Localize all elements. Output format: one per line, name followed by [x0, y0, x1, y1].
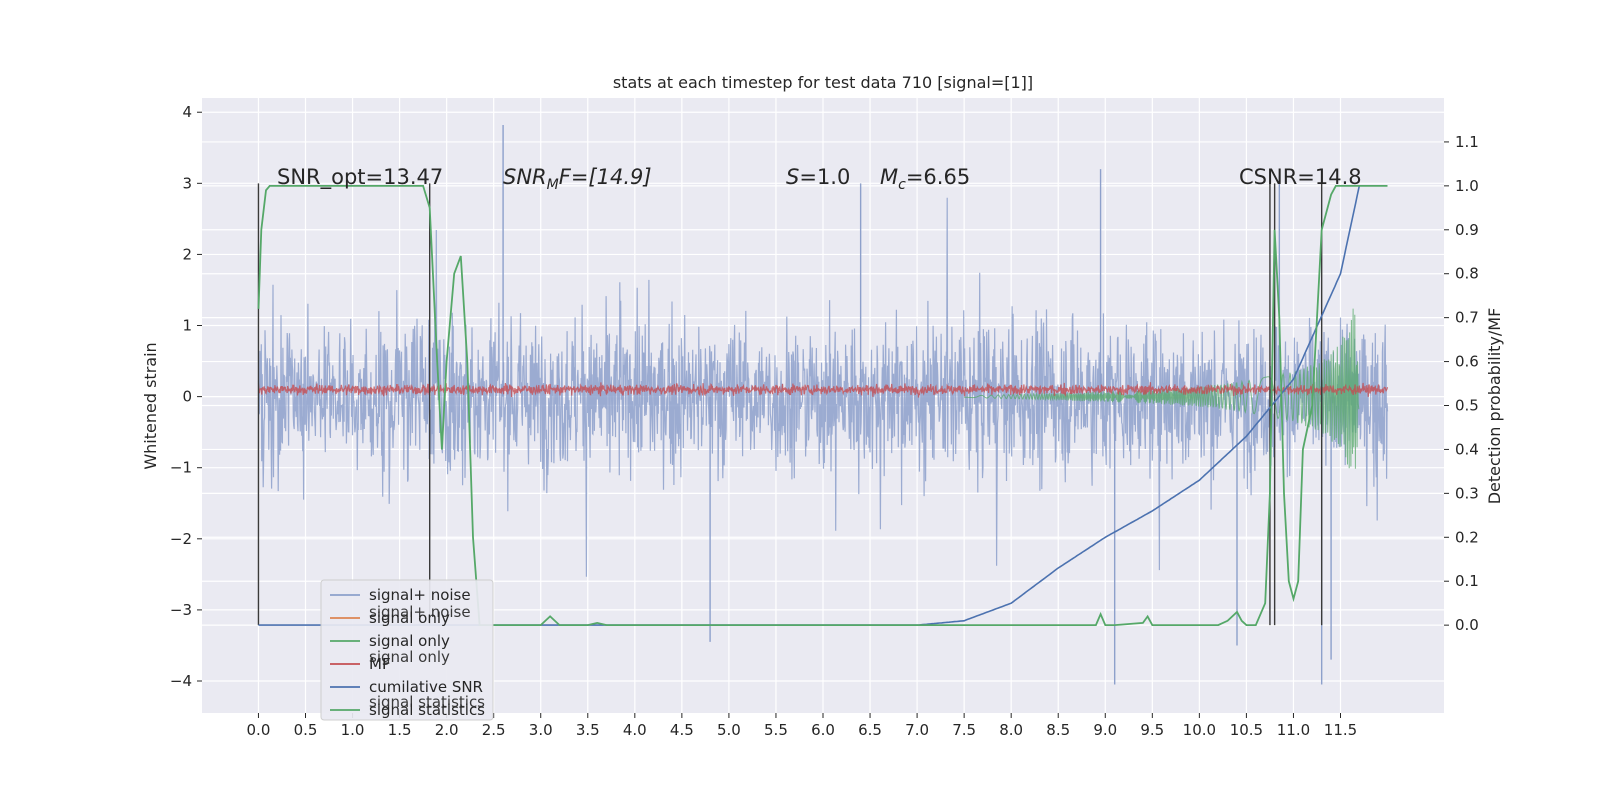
y-tick-label: −3	[170, 601, 192, 619]
annotation-mc-rest: =6.65	[906, 165, 970, 189]
x-tick-label: 9.5	[1140, 721, 1164, 739]
y-right-tick-label: 0.2	[1455, 528, 1479, 546]
y-right-tick-label: 0.6	[1455, 353, 1479, 371]
legend-label: cumilative SNR	[369, 678, 483, 696]
series-signal-statistics-line	[257, 185, 1388, 626]
x-tick-label: 6.5	[858, 721, 882, 739]
y-axis-label: Whitened strain	[141, 342, 160, 469]
x-tick-label: 6.0	[811, 721, 835, 739]
x-tick-label: 7.5	[952, 721, 976, 739]
x-tick-label: 11.5	[1324, 721, 1357, 739]
y-tick-label: −1	[170, 459, 192, 477]
annotation-s-main: S	[786, 165, 799, 189]
series-signal-noise-line	[257, 197, 1389, 577]
annotation-s-rest: =1.0	[799, 165, 850, 189]
legend-ghost-label: signal statistics	[369, 693, 485, 711]
x-tick-label: 7.0	[905, 721, 929, 739]
y-right-tick-label: 0.3	[1455, 484, 1479, 502]
y-right-tick-label: 0.1	[1455, 572, 1479, 590]
y-tick-label: 3	[182, 174, 192, 192]
x-tick-label: 2.5	[482, 721, 506, 739]
annotation-snr-opt: SNR_opt=13.47	[277, 165, 443, 190]
x-tick-label: 0.0	[247, 721, 271, 739]
legend-label: signal statistics	[369, 701, 485, 719]
legend-label: signal only	[369, 632, 450, 650]
y-right-tick-label: 1.1	[1455, 133, 1479, 151]
legend-label: signal only	[369, 609, 450, 627]
x-tick-label: 10.5	[1230, 721, 1263, 739]
x-tick-label: 5.5	[764, 721, 788, 739]
y-right-tick-label: 0.7	[1455, 309, 1479, 327]
y-right-tick-label: 1.0	[1455, 177, 1479, 195]
y-axis-right-label: Detection probability/MF	[1485, 308, 1504, 505]
y-right-tick-label: 0.5	[1455, 397, 1479, 415]
annotation-s: S=1.0	[786, 165, 850, 189]
annotation-snr-mf-sub: M	[547, 177, 559, 193]
y-tick-label: −4	[170, 672, 192, 690]
axes: stats at each timestep for test data 710…	[141, 73, 1504, 504]
annotation-mc-main: M	[880, 165, 898, 189]
y-tick-label: 1	[182, 317, 192, 335]
legend-ghost-label: signal only	[369, 648, 450, 666]
x-tick-label: 5.0	[717, 721, 741, 739]
series-layer	[257, 125, 1389, 685]
annotation-snr-mf-main: SNR	[503, 165, 547, 189]
x-tick-label: 0.5	[294, 721, 318, 739]
legend-box	[320, 579, 494, 721]
series-mf-line	[257, 382, 1389, 398]
x-tick-label: 10.0	[1183, 721, 1216, 739]
y-tick-label: 4	[182, 103, 192, 121]
x-tick-label: 11.0	[1277, 721, 1310, 739]
x-tick-label: 3.0	[529, 721, 553, 739]
legend-ghost-label: signal+ noise	[369, 603, 471, 621]
annotation-csnr: CSNR=14.8	[1239, 165, 1362, 189]
x-tick-label: 3.5	[576, 721, 600, 739]
chart-title: stats at each timestep for test data 710…	[613, 73, 1033, 92]
x-tick-label: 9.0	[1093, 721, 1117, 739]
x-tick-label: 4.0	[623, 721, 647, 739]
x-tick-label: 8.0	[999, 721, 1023, 739]
legend-label: signal+ noise	[369, 586, 471, 604]
x-tick-label: 2.0	[435, 721, 459, 739]
y-tick-label: 2	[182, 245, 192, 263]
y-right-tick-label: 0.8	[1455, 265, 1479, 283]
annotation-mc-sub: c	[898, 177, 906, 193]
x-tick-label: 4.5	[670, 721, 694, 739]
series-signal-only-chirp	[964, 308, 1360, 469]
x-tick-label: 8.5	[1046, 721, 1070, 739]
annotation-mc: Mc=6.65	[880, 165, 970, 193]
annotation-snr-mf: SNRMF=[14.9]	[503, 165, 652, 193]
annotations: SNR_opt=13.47 SNRMF=[14.9] S=1.0 Mc=6.65…	[277, 165, 1362, 193]
y-tick-label: 0	[182, 388, 192, 406]
y-right-tick-label: 0.0	[1455, 616, 1479, 634]
y-right-tick-label: 0.9	[1455, 221, 1479, 239]
y-tick-label: −2	[170, 530, 192, 548]
x-tick-label: 1.0	[341, 721, 365, 739]
legend-label: MF	[369, 655, 391, 673]
annotation-snr-mf-rest: F=[14.9]	[559, 165, 652, 189]
y-right-tick-label: 0.4	[1455, 440, 1479, 458]
x-tick-label: 1.5	[388, 721, 412, 739]
